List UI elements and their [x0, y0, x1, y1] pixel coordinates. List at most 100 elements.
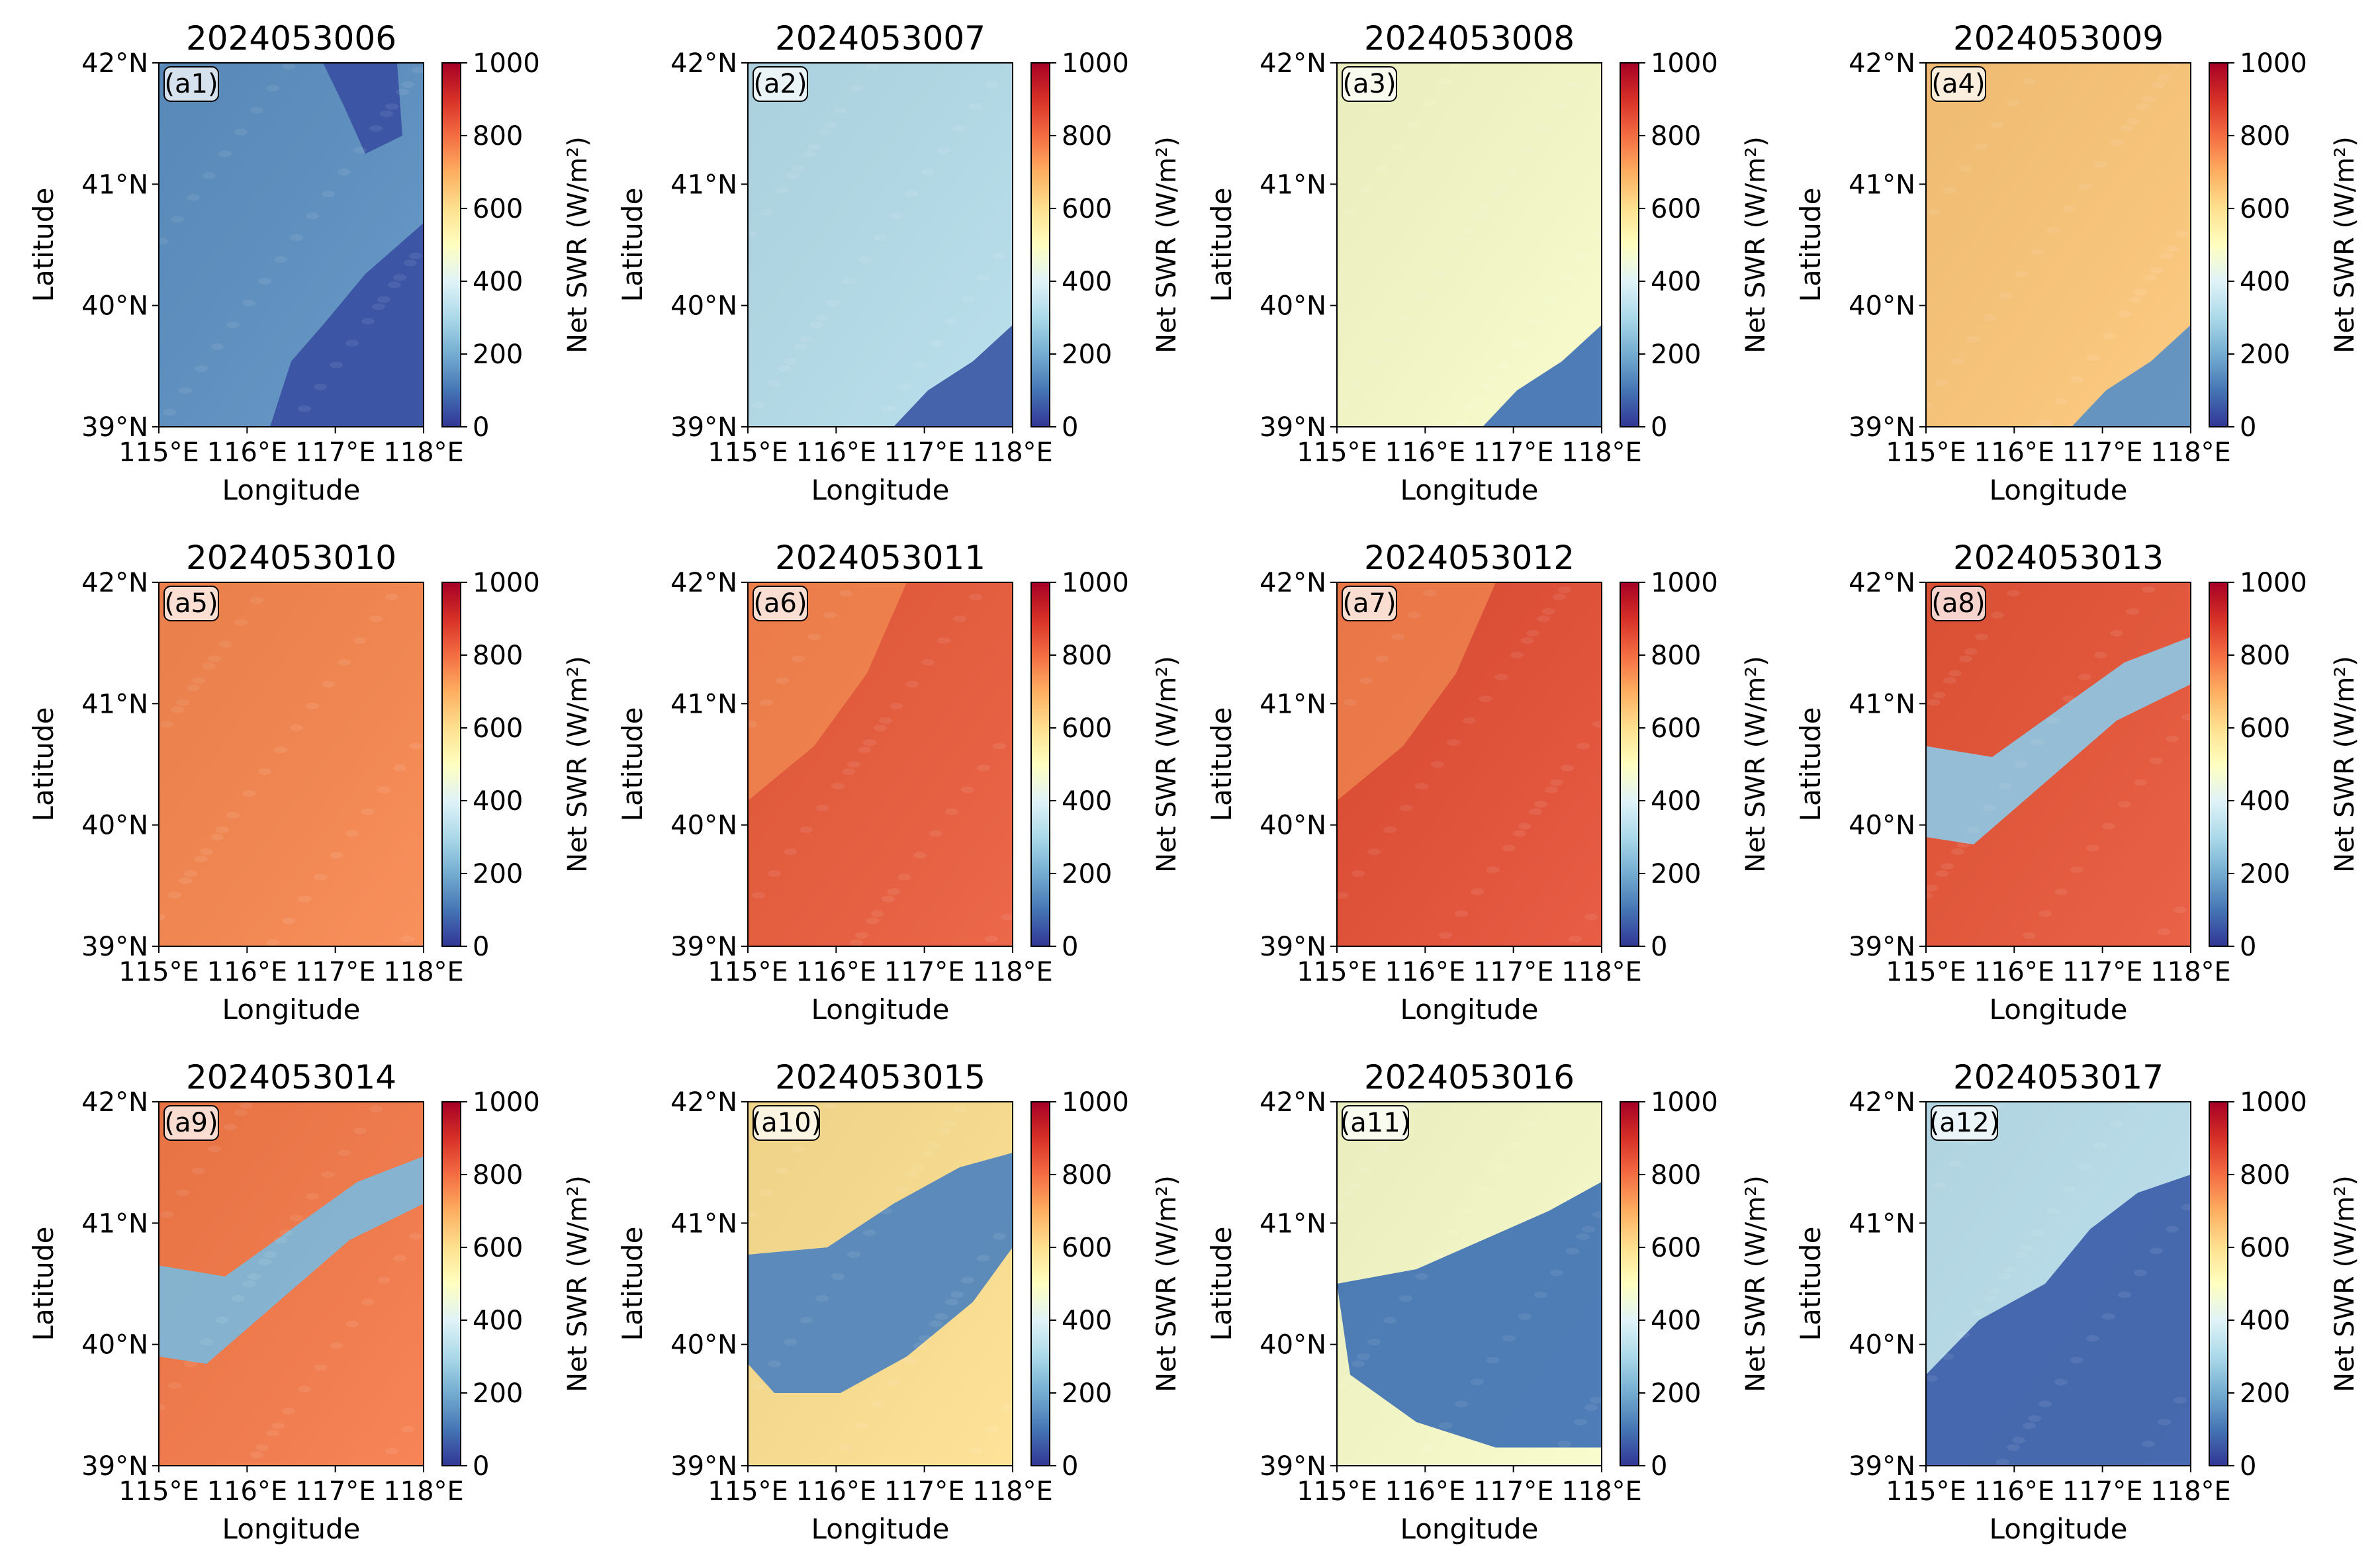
subplot-7: 2024053012 (a7) 115°E 116°E 117°E 118°E 42°N 41…: [1205, 539, 1771, 1026]
subplot-6: 2024053011 (a6) 115°E 116°E 117°E 118°E 42°N 41…: [616, 539, 1182, 1026]
panel-label: (a6): [753, 586, 808, 621]
texture-speck: [776, 187, 789, 194]
texture-speck: [1399, 314, 1412, 321]
texture-speck: [874, 234, 887, 241]
texture-speck: [929, 830, 942, 837]
plot-frame: [1925, 1101, 2191, 1466]
texture-speck: [388, 281, 401, 289]
texture-speck: [2152, 81, 2166, 88]
texture-speck: [977, 764, 990, 772]
texture-speck: [2150, 267, 2163, 274]
x-tick-label: 116°E: [796, 1476, 877, 1507]
colorbar-tick-label: 400: [1062, 1306, 1112, 1336]
y-axis-label: Latitude: [616, 188, 649, 302]
panel-label-box: [1931, 586, 1986, 621]
texture-speck: [1359, 1167, 1373, 1175]
x-tick-label: 116°E: [1974, 437, 2055, 468]
texture-speck: [377, 296, 390, 303]
texture-speck: [2094, 161, 2107, 168]
colorbar-tick-label: 200: [473, 1378, 523, 1409]
x-tick-label: 115°E: [1297, 957, 1377, 987]
colorbar-label: Net SWR (W/m²): [2330, 656, 2360, 873]
texture-speck: [2142, 1441, 2155, 1447]
panel-label: (a12): [1929, 1105, 2000, 1141]
texture-speck: [226, 812, 240, 819]
colorbar: [1030, 1101, 1050, 1466]
x-tick-label: 117°E: [1473, 957, 1554, 987]
texture-speck: [1407, 121, 1420, 128]
texture-speck: [1927, 208, 1941, 216]
y-tick-label: 40°N: [1259, 1330, 1326, 1361]
colorbar-tick-label: 1000: [1062, 568, 1129, 598]
texture-speck: [1399, 1295, 1412, 1302]
colorbar-tick-label: 600: [1062, 713, 1112, 744]
texture-speck: [1367, 1339, 1381, 1345]
texture-speck: [159, 914, 165, 920]
texture-speck: [1001, 914, 1013, 920]
texture-speck: [1941, 1353, 1954, 1360]
texture-speck: [1337, 402, 1349, 408]
texture-speck: [2168, 63, 2181, 66]
texture-speck: [1534, 801, 1547, 808]
texture-speck: [1479, 695, 1492, 702]
texture-speck: [2086, 1335, 2099, 1342]
texture-speck: [927, 1142, 940, 1149]
texture-speck: [396, 89, 409, 95]
texture-speck: [1521, 147, 1534, 154]
texture-speck: [2094, 652, 2107, 658]
subplot-title: 2024053015: [775, 1058, 985, 1096]
texture-speck: [258, 768, 271, 775]
colorbar: [441, 62, 461, 427]
texture-speck: [905, 191, 919, 197]
colorbar-tick-label: 600: [2240, 1233, 2290, 1263]
texture-speck: [1494, 1164, 1508, 1171]
texture-speck: [1455, 1400, 1468, 1408]
texture-speck: [314, 1364, 327, 1371]
panel-label-box: [753, 586, 808, 621]
subplot-title: 2024053012: [1364, 539, 1575, 577]
panel-label-text: (a12): [1929, 1108, 2000, 1138]
heatmap-shading: [1337, 582, 1602, 946]
texture-speck: [409, 252, 422, 259]
subplot-9: 2024053014 (a9) 115°E 116°E 117°E 118°E 42°N 41…: [27, 1058, 593, 1545]
texture-speck: [250, 107, 263, 114]
texture-speck: [2126, 608, 2139, 615]
y-tick-label: 40°N: [81, 811, 148, 841]
colorbar-tick-label: 0: [1062, 412, 1078, 443]
texture-speck: [855, 1422, 868, 1429]
colorbar-tick-label: 1000: [1651, 568, 1718, 598]
texture-speck: [409, 742, 422, 750]
colorbar-tick-label: 800: [473, 641, 523, 671]
texture-speck: [1935, 380, 1948, 386]
texture-speck: [1529, 808, 1542, 815]
y-tick-label: 42°N: [81, 48, 148, 79]
texture-speck: [858, 746, 871, 753]
colorbar-tick-label: 800: [2240, 641, 2290, 671]
texture-speck: [752, 402, 765, 408]
texture-speck: [1553, 103, 1566, 110]
texture-speck: [2110, 1120, 2123, 1127]
texture-speck: [338, 169, 351, 175]
texture-speck: [921, 1149, 935, 1156]
texture-speck: [961, 296, 974, 303]
texture-speck: [2121, 125, 2134, 132]
texture-speck: [1577, 742, 1590, 750]
colorbar-tick-label: 0: [473, 1451, 489, 1482]
texture-speck: [977, 1255, 990, 1262]
x-tick-label: 118°E: [1561, 957, 1642, 987]
panel-label-box: [753, 66, 808, 102]
x-tick-label: 118°E: [383, 1476, 464, 1507]
texture-speck: [345, 1320, 359, 1327]
colorbar-tick-label: 400: [2240, 786, 2290, 817]
y-tick-label: 39°N: [1849, 932, 1915, 962]
texture-speck: [778, 365, 792, 372]
texture-speck: [985, 81, 998, 88]
colorbar-tick-label: 400: [1651, 267, 1701, 297]
cloud-layer: [748, 582, 1013, 946]
x-axis-label: Longitude: [222, 993, 361, 1026]
colorbar-tick-label: 0: [2240, 1451, 2256, 1482]
texture-speck: [839, 1444, 852, 1451]
texture-speck: [823, 121, 837, 128]
colorbar-tick-label: 0: [1651, 412, 1667, 443]
texture-speck: [274, 256, 287, 263]
